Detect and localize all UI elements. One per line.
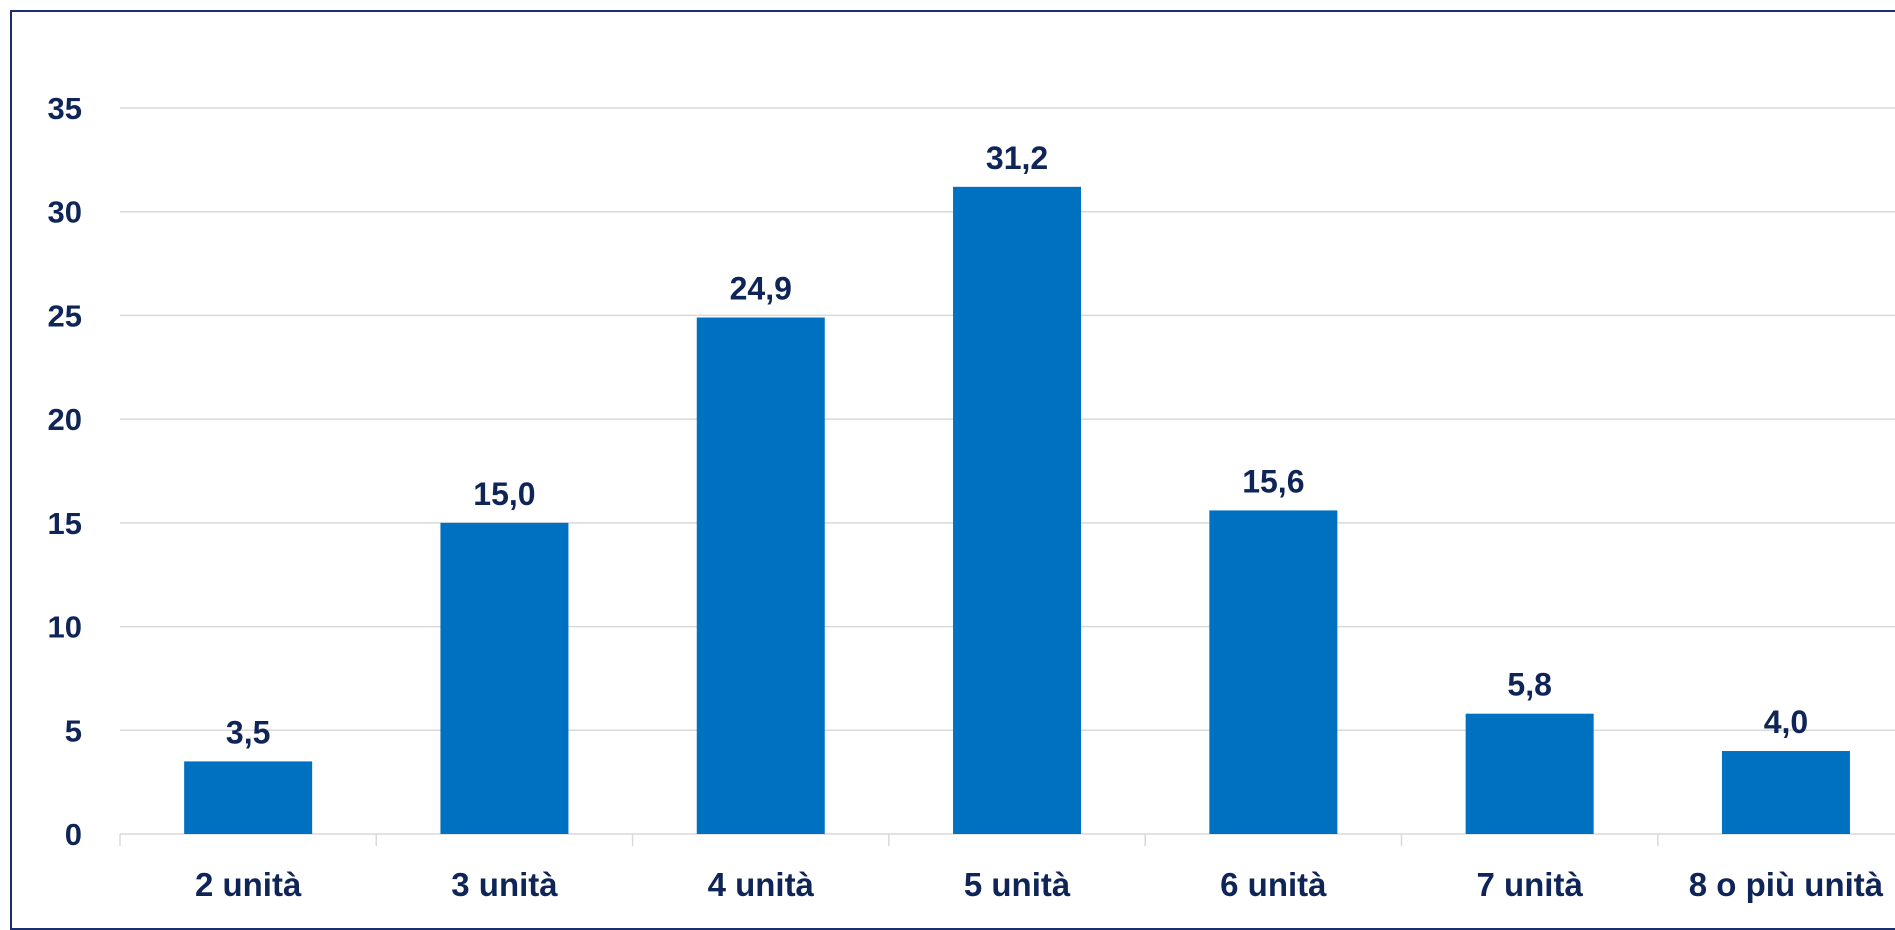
- data-label: 15,0: [473, 476, 535, 512]
- bar: [440, 522, 569, 834]
- bar: [184, 761, 313, 834]
- data-label: 5,8: [1507, 667, 1551, 703]
- x-category-label: 7 unità: [1476, 866, 1583, 903]
- bar: [953, 186, 1082, 834]
- y-tick-label: 30: [48, 195, 82, 230]
- x-category-label: 8 o più unità: [1689, 866, 1884, 903]
- data-label: 3,5: [226, 714, 270, 750]
- data-label: 4,0: [1764, 704, 1808, 740]
- y-tick-label: 25: [48, 298, 82, 333]
- bar: [1465, 713, 1594, 834]
- data-label: 15,6: [1242, 463, 1304, 499]
- bar: [1721, 751, 1850, 834]
- y-tick-label: 20: [48, 402, 82, 437]
- bar: [1209, 510, 1338, 834]
- x-category-label: 2 unità: [195, 866, 302, 903]
- y-tick-label: 0: [65, 817, 82, 852]
- y-tick-label: 10: [48, 610, 82, 645]
- data-label: 31,2: [986, 140, 1048, 176]
- bar: [696, 317, 825, 834]
- x-category-label: 5 unità: [964, 866, 1071, 903]
- y-tick-label: 35: [48, 91, 82, 126]
- data-label: 24,9: [730, 271, 792, 307]
- y-tick-label: 5: [65, 713, 82, 748]
- x-category-label: 6 unità: [1220, 866, 1327, 903]
- x-category-label: 4 unità: [708, 866, 815, 903]
- x-category-label: 3 unità: [451, 866, 558, 903]
- y-tick-label: 15: [48, 506, 82, 541]
